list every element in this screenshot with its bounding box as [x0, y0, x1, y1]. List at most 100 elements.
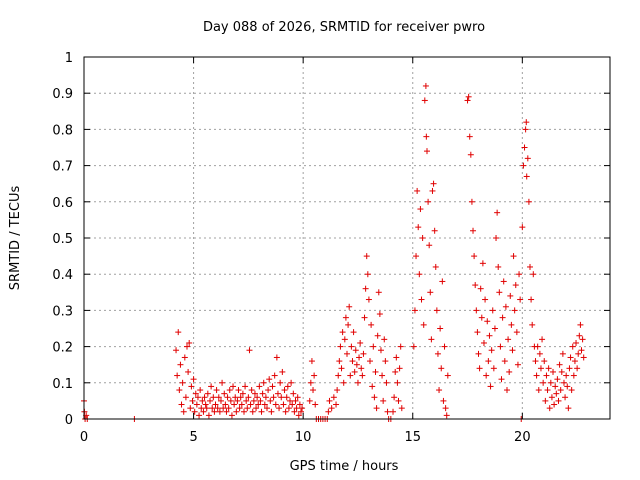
data-point — [256, 383, 263, 390]
data-point — [186, 339, 193, 346]
data-point — [491, 325, 498, 332]
data-point — [345, 321, 352, 328]
data-point — [477, 285, 484, 292]
data-point — [482, 296, 489, 303]
data-point — [202, 401, 209, 408]
data-point — [479, 260, 486, 267]
data-point — [487, 383, 494, 390]
data-point — [217, 397, 224, 404]
data-point — [563, 372, 570, 379]
data-point — [175, 329, 182, 336]
data-point — [192, 390, 199, 397]
data-point — [340, 379, 347, 386]
data-point — [224, 394, 231, 401]
data-point — [519, 224, 526, 231]
data-point — [371, 394, 378, 401]
data-point — [262, 394, 269, 401]
data-point — [486, 332, 493, 339]
data-point — [377, 347, 384, 354]
data-point — [234, 397, 241, 404]
data-point — [512, 282, 519, 289]
data-point — [208, 383, 215, 390]
y-tick-label: 0 — [65, 413, 73, 428]
data-point — [427, 289, 434, 296]
data-point — [270, 394, 277, 401]
data-point — [415, 224, 422, 231]
data-point — [350, 329, 357, 336]
data-point — [423, 148, 430, 155]
data-point — [342, 314, 349, 321]
data-point — [185, 368, 192, 375]
data-point — [353, 361, 360, 368]
data-point — [565, 405, 572, 412]
data-point — [310, 387, 317, 394]
data-point — [239, 390, 246, 397]
data-point — [530, 271, 537, 278]
y-tick-label: 1 — [65, 51, 73, 66]
x-tick-label: 15 — [404, 430, 421, 445]
data-point — [259, 390, 266, 397]
data-point — [392, 368, 399, 375]
data-point — [221, 390, 228, 397]
data-point — [416, 271, 423, 278]
data-point — [464, 97, 471, 104]
data-point — [528, 296, 535, 303]
chart-title: Day 088 of 2026, SRMTID for receiver pwr… — [203, 20, 485, 35]
data-point — [440, 397, 447, 404]
data-point — [438, 365, 445, 372]
y-axis-label: SRMTID / TECUs — [8, 186, 23, 291]
data-point — [490, 365, 497, 372]
data-point — [391, 394, 398, 401]
data-point — [307, 379, 314, 386]
data-point — [297, 408, 304, 415]
data-point — [558, 368, 565, 375]
data-point — [466, 133, 473, 140]
data-point — [173, 347, 180, 354]
y-tick-label: 0.5 — [52, 232, 73, 247]
data-point — [557, 387, 564, 394]
data-point — [393, 354, 400, 361]
data-point — [478, 314, 485, 321]
data-point — [347, 372, 354, 379]
data-point — [236, 405, 243, 412]
data-point — [357, 339, 364, 346]
data-point — [188, 383, 195, 390]
data-point — [349, 358, 356, 365]
data-point — [204, 390, 211, 397]
data-point — [179, 379, 186, 386]
data-point — [537, 365, 544, 372]
data-point — [193, 401, 200, 408]
data-point — [527, 263, 534, 270]
data-point — [328, 405, 335, 412]
data-point — [216, 408, 223, 415]
data-point — [268, 408, 275, 415]
data-point — [272, 401, 279, 408]
data-point — [212, 401, 219, 408]
y-tick-label: 0.1 — [52, 377, 73, 392]
data-point — [311, 372, 318, 379]
data-point — [567, 354, 574, 361]
data-point — [232, 394, 239, 401]
data-point — [375, 289, 382, 296]
data-point — [474, 329, 481, 336]
data-point — [337, 343, 344, 350]
data-point — [472, 282, 479, 289]
x-tick-label: 0 — [80, 430, 88, 445]
data-point — [508, 321, 515, 328]
data-point — [559, 350, 566, 357]
data-point — [471, 253, 478, 260]
data-point — [511, 307, 518, 314]
data-point — [352, 347, 359, 354]
data-point — [194, 394, 201, 401]
data-point — [191, 408, 198, 415]
data-point — [227, 397, 234, 404]
data-point — [514, 361, 521, 368]
data-point — [176, 387, 183, 394]
data-point — [394, 379, 401, 386]
data-point — [432, 263, 439, 270]
data-point — [207, 397, 214, 404]
data-point — [364, 271, 371, 278]
data-point — [273, 354, 280, 361]
data-point — [573, 339, 580, 346]
data-point — [197, 387, 204, 394]
